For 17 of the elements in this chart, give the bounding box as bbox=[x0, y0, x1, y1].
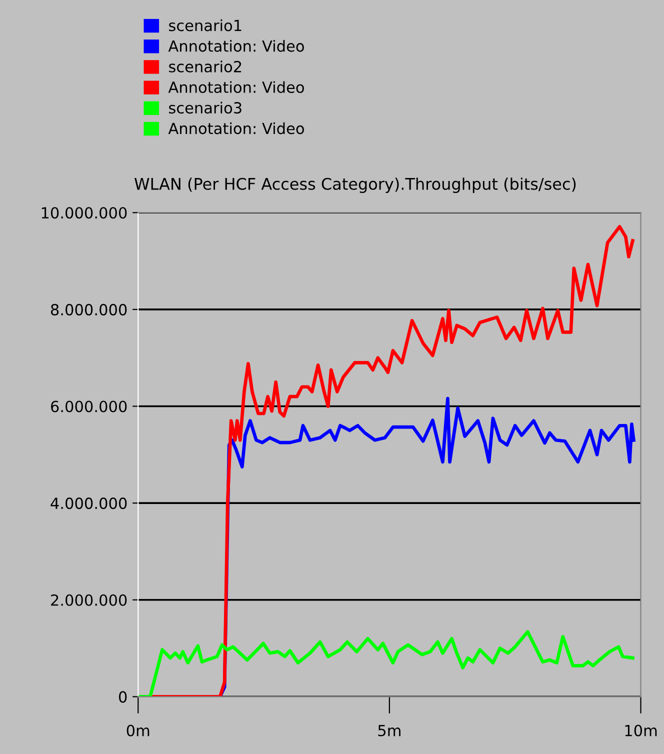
text: Annotation: Video bbox=[168, 81, 304, 94]
legend-label: scenario2 bbox=[169, 60, 242, 72]
y-tick-label: 2.000.000 bbox=[51, 594, 127, 606]
text: Annotation: Video bbox=[168, 40, 304, 52]
line-series bbox=[138, 630, 634, 697]
legend-label: scenario1 bbox=[169, 19, 242, 32]
x-tick-label: 10m bbox=[625, 724, 657, 736]
text: Annotation: Video bbox=[168, 122, 304, 134]
y-tick-label: 6.000.000 bbox=[51, 400, 127, 412]
chart-title: WLAN (Per HCF Access Category).Throughput (bits/sec) bbox=[134, 178, 576, 194]
y-tick-label: 10.000.000 bbox=[42, 207, 127, 219]
legend-label: scenario3 bbox=[169, 102, 242, 114]
x-tick-label: 0m bbox=[126, 724, 150, 736]
x-tick-label: 5m bbox=[378, 724, 400, 736]
y-tick-label: 8.000.000 bbox=[50, 304, 127, 316]
y-tick-label: 0 bbox=[118, 691, 127, 703]
y-tick-label: 4.000.000 bbox=[50, 498, 127, 510]
